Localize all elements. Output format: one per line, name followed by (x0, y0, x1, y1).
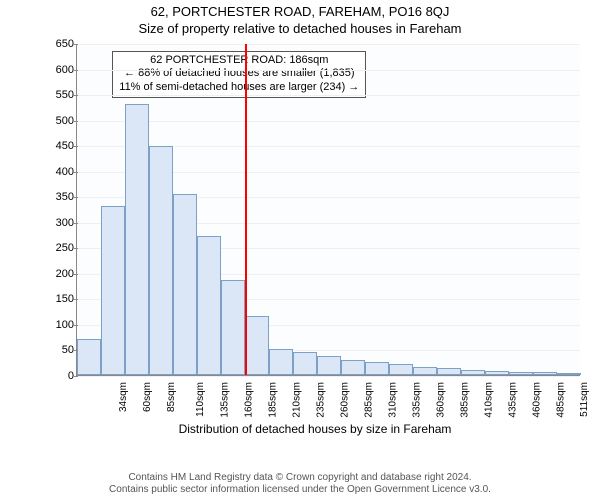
histogram-bar (125, 104, 148, 375)
histogram-bar (509, 372, 532, 375)
reference-line (245, 44, 247, 375)
x-tick-label: 410sqm (484, 382, 495, 418)
footer-attribution: Contains HM Land Registry data © Crown c… (0, 472, 600, 496)
histogram-bar (389, 364, 412, 375)
x-tick-label: 185sqm (268, 382, 279, 418)
x-tick-label: 60sqm (142, 382, 153, 412)
x-tick-label: 360sqm (436, 382, 447, 418)
x-tick-label: 511sqm (579, 382, 590, 417)
histogram-bar (413, 367, 436, 375)
y-tick-label: 550 (42, 89, 74, 101)
histogram-bar (221, 280, 244, 375)
chart-container: Number of detached properties 62 PORTCHE… (40, 44, 590, 424)
x-tick-label: 310sqm (388, 382, 399, 418)
histogram-bar (365, 362, 388, 375)
histogram-bar (485, 371, 508, 375)
y-tick-label: 500 (42, 115, 74, 127)
x-tick-label: 34sqm (118, 382, 129, 412)
y-tick-label: 650 (42, 38, 74, 50)
histogram-bar (557, 373, 580, 375)
histogram-bar (317, 356, 340, 375)
y-tick-label: 450 (42, 140, 74, 152)
x-tick-label: 385sqm (460, 382, 471, 418)
plot-area: 62 PORTCHESTER ROAD: 186sqm← 88% of deta… (76, 44, 580, 376)
x-tick-label: 135sqm (220, 382, 231, 418)
x-tick-label: 235sqm (316, 382, 327, 418)
histogram-bar (533, 372, 556, 375)
histogram-bar (437, 368, 460, 375)
histogram-bar (461, 370, 484, 375)
y-tick-label: 50 (42, 344, 74, 356)
x-tick-label: 160sqm (244, 382, 255, 418)
x-tick-label: 335sqm (412, 382, 423, 418)
page-title-desc: Size of property relative to detached ho… (0, 19, 600, 36)
x-tick-label: 435sqm (508, 382, 519, 418)
y-tick-label: 250 (42, 242, 74, 254)
histogram-bar (149, 146, 172, 375)
x-tick-label: 285sqm (364, 382, 375, 418)
annotation-line: 11% of semi-detached houses are larger (… (119, 81, 359, 95)
page-title-address: 62, PORTCHESTER ROAD, FAREHAM, PO16 8QJ (0, 0, 600, 19)
y-tick-label: 600 (42, 64, 74, 76)
y-tick-label: 200 (42, 268, 74, 280)
histogram-bar (173, 194, 196, 375)
x-tick-label: 110sqm (195, 382, 206, 417)
x-tick-label: 460sqm (532, 382, 543, 418)
x-tick-label: 485sqm (556, 382, 567, 418)
annotation-box: 62 PORTCHESTER ROAD: 186sqm← 88% of deta… (112, 51, 366, 98)
x-axis-label: Distribution of detached houses by size … (179, 422, 452, 436)
y-tick-label: 400 (42, 166, 74, 178)
x-tick-label: 260sqm (340, 382, 351, 418)
y-tick-label: 150 (42, 293, 74, 305)
y-tick-label: 350 (42, 191, 74, 203)
y-tick-label: 300 (42, 217, 74, 229)
histogram-bar (269, 349, 292, 375)
histogram-bar (77, 339, 100, 375)
y-tick-label: 100 (42, 319, 74, 331)
x-tick-label: 85sqm (166, 382, 177, 412)
annotation-line: 62 PORTCHESTER ROAD: 186sqm (119, 54, 359, 68)
histogram-bar (197, 236, 220, 375)
histogram-bar (101, 206, 124, 375)
x-tick-label: 210sqm (292, 382, 303, 418)
footer-line-1: Contains HM Land Registry data © Crown c… (0, 472, 600, 484)
histogram-bar (293, 352, 316, 375)
footer-line-2: Contains public sector information licen… (0, 484, 600, 496)
y-tick-label: 0 (42, 370, 74, 382)
histogram-bar (245, 316, 268, 375)
histogram-bar (341, 360, 364, 375)
